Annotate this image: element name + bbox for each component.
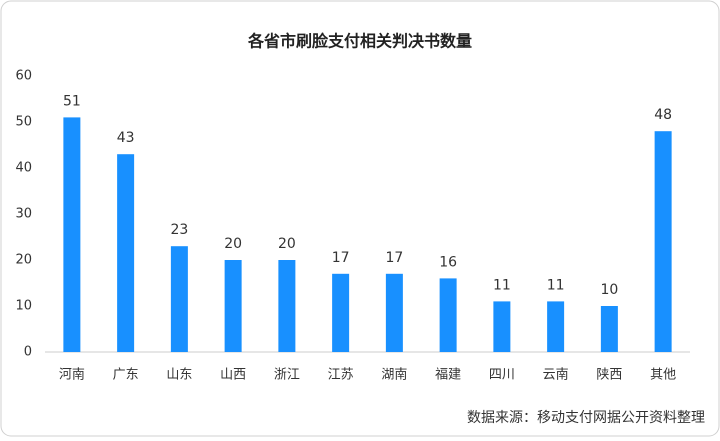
x-tick-label: 云南 [543,367,569,383]
bar [439,278,457,352]
value-label: 23 [170,222,188,238]
x-tick-label: 四川 [489,368,515,383]
bar [170,246,188,352]
bar [385,273,403,352]
x-tick-label: 广东 [113,368,139,383]
y-tick-label: 20 [15,253,32,268]
value-label: 48 [654,107,672,123]
y-tick-label: 0 [24,345,32,360]
value-label: 51 [63,93,81,109]
value-label: 17 [332,250,350,266]
x-tick-label: 陕西 [596,368,622,383]
value-label: 20 [278,236,296,252]
bar [278,260,296,352]
x-tick-label: 河南 [59,367,85,383]
bar [117,154,135,352]
value-label: 43 [117,130,135,146]
x-tick-label: 浙江 [274,368,300,383]
chart-title: 各省市刷脸支付相关判决书数量 [247,32,472,51]
bar [600,306,618,352]
bar [63,117,81,353]
x-tick-label: 山西 [220,368,246,383]
source-note: 数据来源：移动支付网据公开资料整理 [467,410,705,426]
x-tick-label: 福建 [435,368,461,383]
bar [547,301,565,352]
value-label: 16 [439,254,457,270]
x-tick-label: 山东 [166,368,192,383]
y-tick-label: 40 [15,161,32,176]
bar [332,273,350,352]
x-tick-label: 湖南 [381,367,407,383]
bar [493,301,511,352]
x-tick-label: 江苏 [328,367,354,383]
value-label: 11 [547,277,565,293]
y-tick-label: 60 [15,69,32,84]
x-tick-label: 其他 [650,368,676,383]
bar [654,131,672,352]
value-label: 11 [493,277,511,293]
y-tick-label: 10 [15,299,32,314]
value-label: 10 [600,282,618,298]
bar [224,260,242,352]
value-label: 17 [385,250,403,266]
value-label: 20 [224,236,242,252]
y-tick-label: 50 [15,115,32,130]
y-tick-label: 30 [15,207,32,222]
